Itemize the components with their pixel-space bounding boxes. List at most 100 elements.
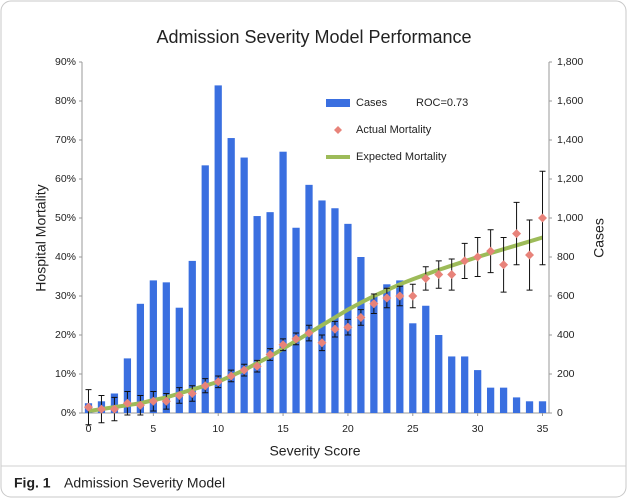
x-tick-label: 10	[212, 423, 224, 435]
y2-tick-label: 800	[557, 251, 575, 263]
bar	[253, 216, 261, 413]
bar	[344, 223, 352, 413]
bar	[435, 335, 443, 413]
point	[252, 361, 262, 371]
bar	[214, 85, 222, 414]
point	[395, 291, 405, 301]
x-tick-label: 20	[342, 423, 354, 435]
chart-title: Admission Severity Model Performance	[156, 27, 471, 47]
y2-tick-label: 200	[557, 368, 575, 380]
point	[317, 338, 327, 348]
point	[486, 246, 496, 256]
x-tick-label: 30	[472, 423, 484, 435]
bar	[461, 356, 469, 413]
point	[174, 390, 184, 400]
point	[382, 293, 392, 303]
point	[161, 396, 171, 406]
annotation: ROC=0.73	[416, 97, 468, 109]
point	[421, 273, 431, 283]
point	[187, 389, 197, 398]
y-tick-label: 10%	[55, 368, 76, 380]
y2-tick-label: 600	[557, 290, 575, 302]
legend-label: Cases	[356, 97, 388, 109]
point	[434, 270, 444, 280]
x-tick-label: 0	[86, 423, 92, 435]
point	[473, 252, 483, 262]
bar	[370, 296, 378, 413]
bar	[201, 165, 209, 413]
point	[304, 328, 314, 338]
x-tick-label: 35	[537, 423, 549, 435]
point	[460, 256, 470, 266]
bar	[331, 208, 339, 413]
point	[291, 334, 301, 344]
point	[525, 250, 535, 260]
caption-label: Fig. 1	[14, 475, 51, 491]
x-tick-label: 5	[150, 423, 156, 435]
bar	[486, 387, 495, 413]
point	[109, 404, 119, 414]
point	[408, 291, 418, 301]
bar	[538, 401, 547, 413]
y2-tick-label: 1,600	[557, 95, 583, 107]
point	[226, 371, 236, 381]
point	[512, 229, 522, 239]
point	[148, 396, 158, 406]
point	[239, 365, 249, 375]
y2-tick-label: 1,000	[557, 212, 583, 224]
bar	[279, 151, 287, 413]
y-tick-label: 70%	[55, 134, 76, 146]
point	[343, 322, 353, 332]
point	[499, 260, 509, 270]
x-axis-title: Severity Score	[269, 443, 360, 459]
bar	[136, 303, 145, 413]
x-tick-label: 25	[407, 423, 419, 435]
bar	[357, 257, 365, 413]
y2-tick-label: 1,800	[557, 56, 583, 68]
legend-label: Actual Mortality	[356, 124, 432, 136]
y-tick-label: 80%	[55, 95, 76, 107]
y-tick-label: 50%	[55, 212, 76, 224]
bar	[318, 200, 326, 413]
caption-text: Admission Severity Model	[64, 475, 225, 491]
point	[538, 213, 548, 223]
bar	[188, 260, 196, 413]
y-tick-label: 20%	[55, 329, 76, 341]
x-tick-label: 15	[277, 423, 289, 435]
y-tick-label: 0%	[61, 407, 76, 419]
bar	[123, 358, 132, 413]
point	[96, 404, 106, 414]
point	[356, 312, 366, 322]
bar	[422, 305, 430, 413]
y-tick-label: 90%	[55, 56, 76, 68]
y2-tick-label: 400	[557, 329, 575, 341]
bar	[525, 401, 534, 413]
y-axis-title: Hospital Mortality	[33, 184, 49, 291]
bar	[383, 284, 391, 413]
y2-tick-label: 0	[557, 407, 563, 419]
bar	[175, 307, 183, 413]
bar	[448, 356, 456, 413]
bar	[266, 212, 274, 413]
point	[447, 270, 457, 280]
point	[83, 402, 93, 412]
point	[122, 398, 132, 408]
bar	[227, 138, 235, 414]
bar	[292, 227, 300, 413]
y2-axis-title: Cases	[591, 218, 607, 258]
y-tick-label: 30%	[55, 290, 76, 302]
bar	[512, 397, 521, 413]
point	[369, 299, 379, 309]
legend-swatch	[334, 126, 342, 134]
point	[200, 381, 210, 391]
bar	[162, 282, 170, 413]
legend: Cases ROC=0.73 Actual Mortality Expected…	[356, 97, 468, 163]
bar	[499, 387, 508, 413]
bar	[396, 280, 404, 413]
y2-tick-label: 1,400	[557, 134, 583, 146]
bar	[149, 280, 157, 413]
point	[213, 377, 223, 387]
y-tick-label: 60%	[55, 173, 76, 185]
